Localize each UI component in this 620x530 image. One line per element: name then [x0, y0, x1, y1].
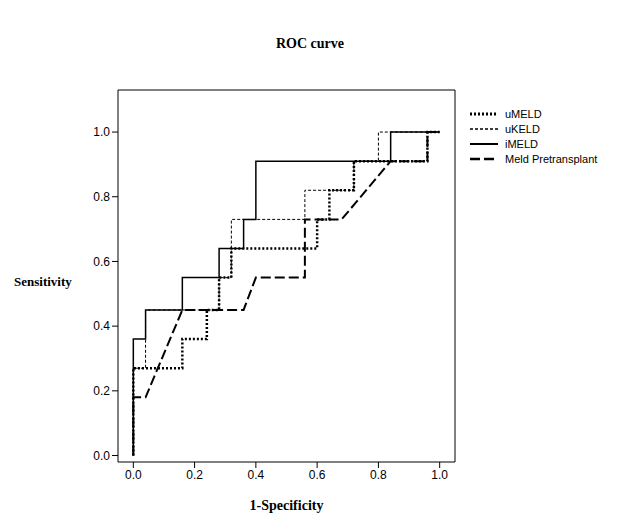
html-text:Sensitivity: Sensitivity: [14, 274, 72, 289]
svg-text:0.6: 0.6: [309, 468, 326, 482]
svg-text:1.0: 1.0: [431, 468, 448, 482]
html-text:uMELD: uMELD: [505, 107, 542, 120]
svg-text:0.2: 0.2: [186, 468, 203, 482]
html-text:iMELD: iMELD: [505, 137, 538, 150]
html-text:uKELD: uKELD: [505, 122, 540, 135]
svg-text:0.2: 0.2: [93, 384, 110, 398]
svg-text:0.6: 0.6: [93, 255, 110, 269]
svg-text:0.4: 0.4: [248, 468, 265, 482]
html-text:Meld Pretransplant: Meld Pretransplant: [505, 152, 598, 165]
html-text:1-Specificity: 1-Specificity: [249, 498, 324, 513]
svg-text:0.0: 0.0: [125, 468, 142, 482]
svg-text:0.8: 0.8: [370, 468, 387, 482]
svg-text:0.8: 0.8: [93, 190, 110, 204]
svg-text:1.0: 1.0: [93, 125, 110, 139]
html-text:ROC curve: ROC curve: [276, 36, 344, 51]
svg-text:0.4: 0.4: [93, 319, 110, 333]
svg-text:0.0: 0.0: [93, 449, 110, 463]
